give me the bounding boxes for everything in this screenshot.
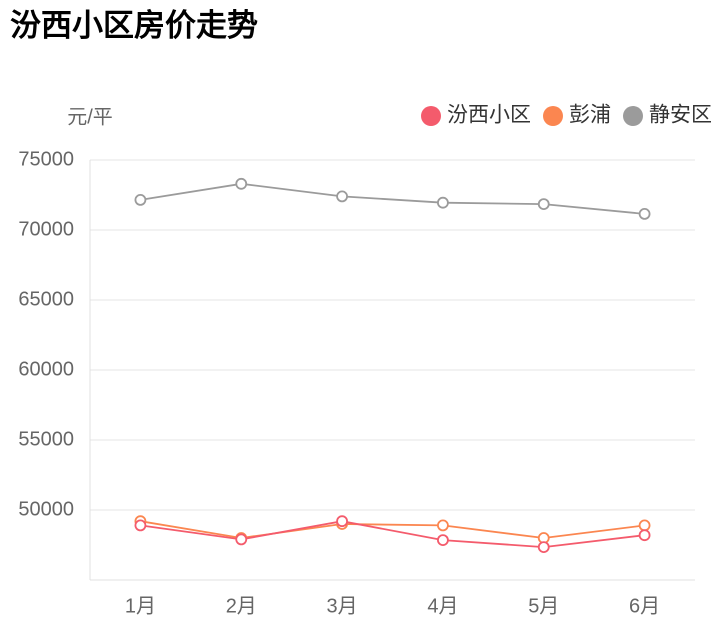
- data-point: [638, 519, 651, 532]
- legend-label: 静安区: [649, 104, 712, 127]
- data-point: [537, 198, 550, 211]
- data-point: [134, 519, 147, 532]
- data-point: [336, 515, 348, 528]
- y-tick-label: 60000: [18, 358, 74, 380]
- legend-label: 汾西小区: [447, 104, 531, 127]
- legend-label: 彭浦: [569, 104, 611, 127]
- data-point: [638, 207, 651, 220]
- data-point: [437, 534, 449, 546]
- x-tick-label: 6月: [629, 595, 660, 617]
- x-tick-label: 4月: [427, 595, 458, 617]
- data-point: [638, 529, 651, 542]
- legend-marker: [623, 106, 643, 126]
- y-tick-label: 70000: [18, 218, 74, 240]
- data-point: [437, 519, 449, 532]
- data-point: [537, 541, 550, 553]
- legend-marker: [421, 106, 441, 126]
- y-axis-label: 元/平: [67, 106, 113, 128]
- y-tick-label: 55000: [18, 428, 74, 450]
- series-line: [140, 520, 645, 539]
- y-tick-label: 75000: [18, 148, 74, 170]
- data-point: [134, 193, 147, 206]
- y-tick-label: 50000: [18, 498, 74, 520]
- data-point: [235, 177, 248, 190]
- series-line: [140, 520, 645, 549]
- series-line: [140, 182, 645, 215]
- chart-title: 汾西小区房价走势: [10, 8, 258, 43]
- data-point: [235, 533, 248, 546]
- y-tick-label: 65000: [18, 288, 74, 310]
- x-tick-label: 5月: [528, 595, 559, 617]
- legend-marker: [543, 106, 563, 126]
- x-tick-label: 2月: [226, 595, 257, 617]
- data-point: [437, 196, 449, 209]
- data-point: [336, 190, 348, 203]
- x-tick-label: 3月: [327, 595, 358, 617]
- x-tick-label: 1月: [125, 595, 156, 617]
